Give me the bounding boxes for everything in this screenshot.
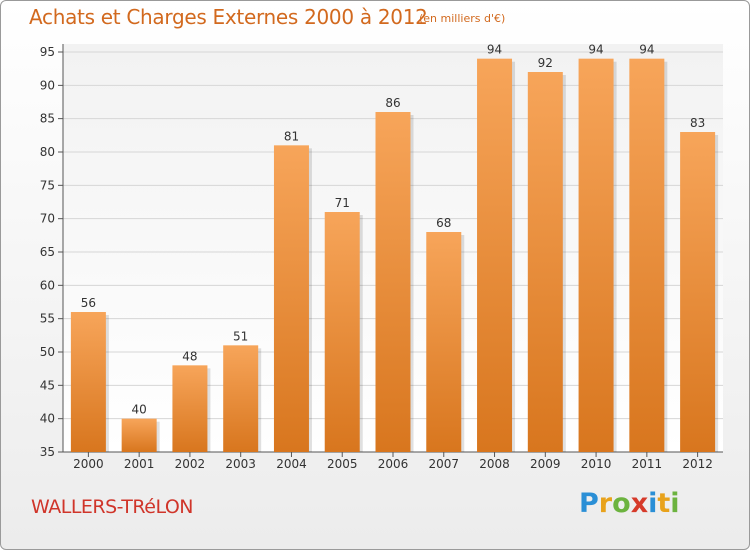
y-tick-label: 75 xyxy=(40,178,55,192)
x-tick-label: 2009 xyxy=(530,457,561,471)
chart-subtitle: (en milliers d'€) xyxy=(419,12,506,25)
y-tick-label: 55 xyxy=(40,312,55,326)
bar-value-label: 94 xyxy=(639,43,654,57)
x-tick-label: 2004 xyxy=(276,457,307,471)
logo-letter: x xyxy=(630,488,649,519)
x-tick-label: 2008 xyxy=(479,457,510,471)
x-tick-label: 2005 xyxy=(327,457,358,471)
logo-letter: o xyxy=(612,488,631,519)
bar xyxy=(375,112,411,452)
bar-value-label: 68 xyxy=(436,216,451,230)
bar xyxy=(324,212,360,452)
bar xyxy=(273,145,309,453)
bar xyxy=(578,58,614,453)
y-tick-label: 60 xyxy=(40,278,55,292)
logo-letter: r xyxy=(598,488,613,519)
logo-letter: i xyxy=(648,488,658,519)
bar xyxy=(477,58,513,453)
y-tick-label: 70 xyxy=(40,212,55,226)
bar xyxy=(70,312,106,452)
y-tick-label: 35 xyxy=(40,445,55,459)
bar xyxy=(223,345,259,452)
y-tick-label: 45 xyxy=(40,378,55,392)
x-tick-label: 2000 xyxy=(73,457,104,471)
bar-value-label: 51 xyxy=(233,329,248,343)
bar xyxy=(172,365,208,452)
logo-letter: i xyxy=(670,488,680,519)
x-tick-label: 2011 xyxy=(632,457,663,471)
data-labels: 56 40 48 51 81 71 86 68 94 92 94 94 83 xyxy=(81,43,706,417)
y-tick-label: 80 xyxy=(40,145,55,159)
x-tick-label: 2002 xyxy=(175,457,206,471)
logo-letter: P xyxy=(579,488,599,519)
y-tick-label: 90 xyxy=(40,78,55,92)
bar xyxy=(426,232,462,452)
proxiti-logo: Proxiti xyxy=(579,488,680,519)
bar xyxy=(527,72,563,452)
bar xyxy=(121,418,157,452)
bar-value-label: 94 xyxy=(487,43,502,57)
y-tick-label: 65 xyxy=(40,245,55,259)
y-tick-label: 85 xyxy=(40,112,55,126)
bar-value-label: 86 xyxy=(385,96,400,110)
bars xyxy=(70,58,719,453)
bar-value-label: 83 xyxy=(690,116,705,130)
commune-name: WALLERS-TRéLON xyxy=(31,496,194,518)
x-tick-label: 2006 xyxy=(378,457,409,471)
bar-value-label: 81 xyxy=(284,129,299,143)
x-tick-label: 2003 xyxy=(225,457,256,471)
x-tick-label: 2012 xyxy=(682,457,713,471)
y-tick-label: 95 xyxy=(40,45,55,59)
x-tick-label: 2010 xyxy=(581,457,612,471)
bar-value-label: 56 xyxy=(81,296,96,310)
bar xyxy=(629,58,665,453)
y-tick-label: 50 xyxy=(40,345,55,359)
x-tick-label: 2007 xyxy=(428,457,459,471)
bar-value-label: 48 xyxy=(182,349,197,363)
logo-letter: t xyxy=(657,488,671,519)
chart-title: Achats et Charges Externes 2000 à 2012 xyxy=(29,5,428,29)
bar-value-label: 71 xyxy=(335,196,350,210)
bar-value-label: 94 xyxy=(588,43,603,57)
bar-value-label: 40 xyxy=(132,403,147,417)
x-tick-label: 2001 xyxy=(124,457,155,471)
bar-value-label: 92 xyxy=(538,56,553,70)
bar xyxy=(680,132,716,452)
y-tick-label: 40 xyxy=(40,412,55,426)
